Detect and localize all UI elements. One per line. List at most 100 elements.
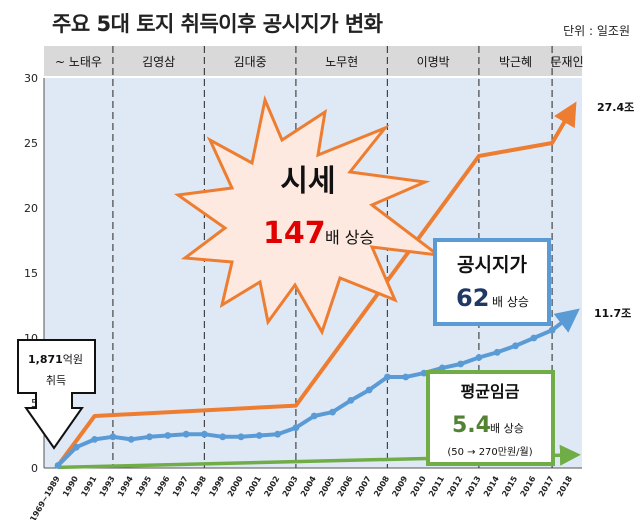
x-tick-label: 2009 bbox=[391, 474, 410, 498]
x-tick-label: 2005 bbox=[317, 474, 336, 498]
series-point-official bbox=[438, 364, 446, 372]
series-point-official bbox=[292, 424, 300, 432]
official-box-title: 공시지가 bbox=[457, 254, 527, 276]
wage-box-value: 5.4 bbox=[452, 413, 491, 438]
x-tick-label: 2007 bbox=[354, 475, 373, 499]
x-tick-label: 1991 bbox=[79, 474, 98, 498]
market-callout-value: 147 bbox=[263, 216, 326, 251]
wage-box-suffix: 배 상승 bbox=[490, 422, 524, 435]
x-tick-label: 2018 bbox=[555, 474, 574, 498]
acquire-amount-unit: 억원 bbox=[63, 353, 83, 366]
official-box: 공시지가 62 배 상승 bbox=[433, 238, 551, 326]
x-tick-label: 2012 bbox=[445, 475, 464, 499]
y-tick-label: 0 bbox=[31, 462, 38, 475]
acquire-callout: 1,871억원 취득 bbox=[17, 339, 96, 450]
era-label: 김대중 bbox=[234, 55, 267, 69]
series-point-official bbox=[329, 408, 336, 416]
series-point-official bbox=[493, 348, 501, 356]
end-label-official: 11.7조 bbox=[594, 307, 631, 320]
series-point-official bbox=[310, 412, 318, 420]
x-tick-label: 1994 bbox=[116, 474, 135, 498]
era-label: 김영삼 bbox=[142, 55, 175, 69]
era-label: ~ 노태우 bbox=[55, 55, 102, 69]
x-tick-label: 1995 bbox=[134, 474, 153, 498]
series-point-official bbox=[127, 436, 135, 443]
x-tick-label: 2000 bbox=[226, 474, 245, 498]
chart-title: 주요 5대 토지 취득이후 공시지가 변화 bbox=[52, 12, 383, 36]
y-tick-label: 5 bbox=[31, 397, 38, 410]
series-point-official bbox=[255, 432, 263, 439]
x-tick-label: 2010 bbox=[409, 474, 428, 498]
series-point-official bbox=[457, 360, 464, 368]
x-tick-label: 2013 bbox=[464, 475, 483, 499]
series-point-official bbox=[201, 430, 208, 438]
market-callout-title: 시세 bbox=[280, 164, 335, 199]
series-point-official bbox=[402, 373, 410, 381]
series-point-official bbox=[274, 430, 281, 438]
market-callout-suffix: 배 상승 bbox=[325, 228, 374, 247]
series-point-official bbox=[237, 433, 245, 441]
end-label-market: 27.4조 bbox=[597, 101, 634, 114]
series-point-official bbox=[146, 433, 153, 441]
series-point-official bbox=[347, 397, 355, 404]
series-point-official bbox=[72, 443, 80, 451]
x-tick-label: 2014 bbox=[482, 474, 501, 498]
era-label: 노무현 bbox=[325, 55, 358, 69]
unit-label: 단위 : 일조원 bbox=[563, 24, 630, 38]
era-label: 문재인 bbox=[550, 55, 583, 69]
acquire-label: 취득 bbox=[46, 374, 66, 387]
x-tick-label: 1990 bbox=[61, 474, 80, 498]
x-tick-label: 2001 bbox=[244, 474, 263, 498]
series-point-official bbox=[548, 326, 556, 334]
x-tick-label: 1969~1989 bbox=[28, 474, 62, 520]
series-point-official bbox=[420, 369, 428, 377]
x-tick-label: 2003 bbox=[281, 475, 300, 499]
series-point-official bbox=[475, 354, 483, 361]
x-tick-label: 2004 bbox=[299, 474, 318, 498]
x-tick-label: 2002 bbox=[262, 475, 281, 499]
series-point-official bbox=[384, 373, 391, 381]
official-box-value: 62 bbox=[456, 284, 489, 312]
x-tick-label: 2016 bbox=[519, 474, 538, 498]
series-point-official bbox=[164, 432, 172, 439]
era-labels: ~ 노태우 김영삼 김대중 노무현 이명박 박근혜 문재인 bbox=[55, 55, 584, 69]
acquire-amount-value: 1,871 bbox=[28, 353, 63, 366]
era-bar bbox=[44, 46, 582, 76]
x-tick-label: 2017 bbox=[537, 475, 556, 499]
series-point-official bbox=[530, 334, 538, 342]
era-label: 이명박 bbox=[417, 55, 450, 69]
wage-box-title: 평균임금 bbox=[461, 382, 520, 401]
wage-box-note: (50 → 270만원/월) bbox=[447, 446, 532, 458]
y-tick-label: 25 bbox=[24, 137, 38, 150]
x-tick-label: 2011 bbox=[427, 474, 446, 498]
market-burst: 시세 147 배 상승 bbox=[173, 94, 444, 336]
series-point-official bbox=[512, 342, 519, 350]
y-tick-label: 20 bbox=[24, 202, 38, 215]
series-point-official bbox=[219, 433, 227, 441]
x-tick-label: 2015 bbox=[500, 474, 519, 498]
official-box-frame bbox=[433, 238, 551, 326]
series-point-official bbox=[182, 430, 190, 438]
era-label: 박근혜 bbox=[499, 55, 532, 69]
series-point-official bbox=[109, 433, 117, 441]
y-tick-label: 30 bbox=[24, 72, 38, 85]
wage-box-frame bbox=[426, 370, 555, 466]
series-point-official bbox=[91, 436, 98, 443]
x-tick-labels: 1969~1989 1990 1991 1993 1994 1995 1996 1997 199… bbox=[28, 474, 574, 520]
wage-box: 평균임금 5.4 배 상승 (50 → 270만원/월) bbox=[426, 370, 555, 466]
acquire-amount: 1,871억원 bbox=[28, 353, 83, 366]
x-tick-label: 1997 bbox=[171, 475, 190, 499]
official-box-suffix: 배 상승 bbox=[492, 295, 529, 309]
x-tick-label: 1998 bbox=[189, 474, 208, 498]
x-tick-label: 1999 bbox=[208, 474, 227, 498]
y-tick-label: 15 bbox=[24, 267, 38, 280]
x-tick-label: 2006 bbox=[336, 474, 355, 498]
series-point-official bbox=[54, 462, 62, 469]
x-tick-label: 2008 bbox=[372, 474, 391, 498]
x-tick-label: 1996 bbox=[153, 474, 172, 498]
burst-shape bbox=[173, 94, 444, 336]
x-tick-label: 1993 bbox=[98, 475, 117, 499]
series-point-official bbox=[365, 386, 373, 394]
acquire-callout-shape bbox=[17, 339, 96, 450]
